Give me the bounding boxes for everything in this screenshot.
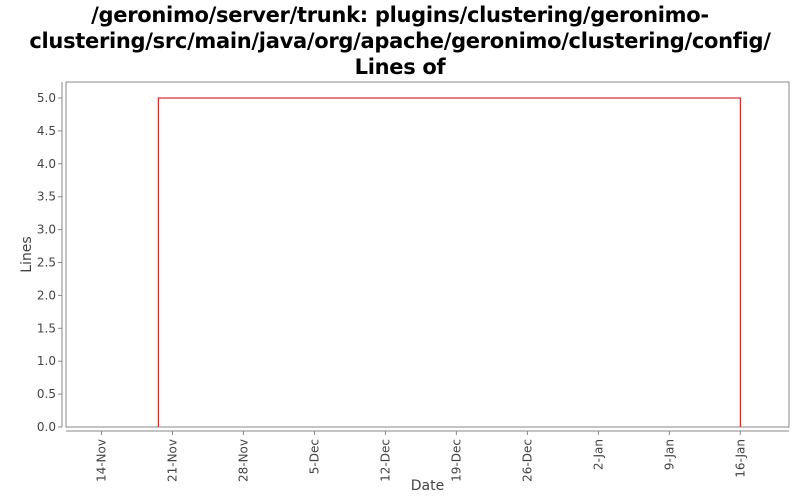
y-ticks: 0.0 0.5 1.0 1.5 2.0 2.5 3.0 3.5 4.0 4.5 5.0 [37, 91, 62, 434]
y-tick-label: 2.0 [37, 288, 56, 302]
y-tick-label: 3.5 [37, 190, 56, 204]
x-tick-label: 12-Dec [378, 439, 392, 482]
x-axis-label: Date [411, 478, 444, 494]
series-line [157, 97, 741, 427]
y-axis-label: Lines [19, 236, 35, 272]
x-ticks: 14-Nov 21-Nov 28-Nov 5-Dec 12-Dec 19-Dec 26-De… [94, 431, 747, 482]
x-tick-label: 19-Dec [449, 439, 463, 482]
y-tick-label: 3.0 [37, 223, 56, 237]
y-tick-label: 4.0 [37, 157, 56, 171]
x-tick-label: 28-Nov [236, 439, 250, 482]
series-layer [157, 97, 741, 427]
x-tick-label: 5-Dec [307, 439, 321, 474]
y-tick-label: 4.5 [37, 124, 56, 138]
y-tick-label: 2.5 [37, 256, 56, 270]
x-tick-label: 9-Jan [662, 439, 676, 470]
x-tick-label: 26-Dec [520, 439, 534, 482]
x-tick-label: 21-Nov [165, 439, 179, 482]
y-tick-label: 0.0 [37, 420, 56, 434]
y-tick-label: 1.0 [37, 354, 56, 368]
y-tick-label: 5.0 [37, 91, 56, 105]
y-tick-label: 1.5 [37, 321, 56, 335]
x-tick-label: 2-Jan [591, 439, 605, 470]
y-tick-label: 0.5 [37, 387, 56, 401]
x-tick-label: 14-Nov [94, 439, 108, 482]
chart-title-line-1: /geronimo/server/trunk: plugins/clusteri… [91, 3, 709, 27]
x-tick-label: 16-Jan [733, 439, 747, 478]
chart-title-line-2: clustering/src/main/java/org/apache/gero… [29, 29, 771, 79]
plot-area [65, 81, 790, 428]
